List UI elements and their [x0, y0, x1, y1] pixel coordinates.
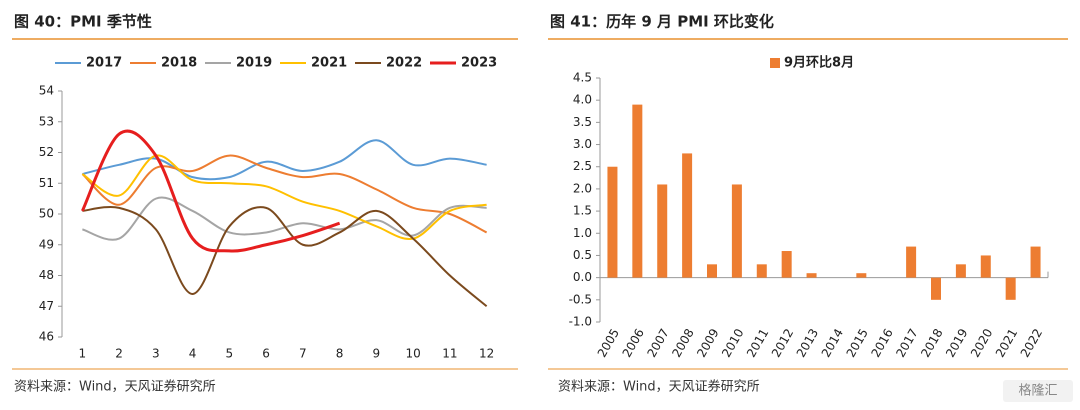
x-tick-label: 7 [299, 347, 307, 361]
bar [856, 273, 867, 278]
bar [806, 273, 817, 278]
series-line [82, 205, 488, 308]
bar [632, 104, 643, 278]
y-tick-label: 2.5 [573, 159, 592, 173]
series-line [81, 154, 487, 240]
y-tick-label: 50 [39, 207, 54, 221]
x-tick-label: 11 [442, 347, 457, 361]
y-tick-label: 3.5 [573, 115, 592, 129]
x-tick-label: 2018 [918, 326, 945, 359]
x-tick-label: 2012 [769, 326, 796, 359]
legend-label: 2019 [236, 56, 272, 71]
x-tick-label: 4 [189, 347, 197, 361]
y-tick-label: 4.0 [573, 93, 592, 107]
bar [906, 246, 917, 278]
watermark-box [1003, 380, 1073, 402]
y-tick-label: 49 [39, 237, 54, 251]
x-tick-label: 2014 [819, 326, 846, 359]
x-tick-label: 5 [226, 347, 234, 361]
x-tick-label: 2006 [620, 326, 647, 359]
y-tick-label: 54 [39, 84, 54, 98]
y-tick-label: 52 [39, 145, 54, 159]
x-tick-label: 2016 [868, 326, 895, 359]
legend-label: 2021 [311, 56, 347, 71]
x-tick-label: 8 [336, 347, 344, 361]
x-tick-label: 2013 [794, 326, 821, 359]
bar [657, 184, 668, 278]
y-tick-label: 0.5 [573, 248, 592, 262]
x-tick-label: 9 [373, 347, 381, 361]
bar [955, 264, 966, 278]
x-tick-label: 2022 [1018, 326, 1045, 359]
chart-title: 图 40：PMI 季节性 [14, 13, 152, 31]
x-tick-label: 3 [152, 347, 160, 361]
bar [980, 255, 991, 278]
x-tick-label: 6 [262, 347, 270, 361]
x-tick-label: 2015 [844, 326, 871, 359]
bar [731, 184, 742, 278]
legend-label: 2017 [86, 56, 122, 71]
y-tick-label: 53 [39, 114, 54, 128]
y-tick-label: 0.0 [573, 270, 592, 284]
bar [781, 251, 792, 278]
legend-label: 2023 [461, 56, 497, 71]
legend-label: 9月环比8月 [784, 55, 854, 71]
x-tick-label: 2 [115, 347, 123, 361]
x-tick-label: 2010 [719, 326, 746, 359]
x-tick-label: 2021 [993, 326, 1020, 359]
source: 资料来源：Wind，天风证券研究所 [558, 379, 760, 395]
x-tick-label: 1 [79, 347, 87, 361]
x-tick-label: 2009 [694, 326, 721, 359]
y-tick-label: 51 [39, 176, 54, 190]
watermark: 格隆汇 [1018, 383, 1057, 399]
x-tick-label: 2020 [968, 326, 995, 359]
series-line [82, 139, 487, 181]
y-tick-label: 3.0 [573, 137, 592, 151]
bar [1005, 277, 1016, 300]
bar [756, 264, 767, 278]
y-tick-label: -0.5 [569, 292, 592, 306]
y-tick-label: 1.5 [573, 204, 592, 218]
x-tick-label: 2007 [644, 326, 671, 359]
y-tick-label: 47 [39, 299, 54, 313]
x-tick-label: 2019 [943, 326, 970, 359]
y-tick-label: 46 [39, 330, 54, 344]
x-tick-label: 2017 [893, 326, 920, 359]
y-tick-label: 1.0 [573, 226, 592, 240]
x-tick-label: 2011 [744, 326, 771, 359]
bar [707, 264, 717, 278]
y-tick-label: 4.5 [573, 71, 592, 85]
x-tick-label: 12 [479, 347, 494, 361]
bar [607, 166, 618, 278]
y-tick-label: -1.0 [569, 315, 592, 329]
series-line [81, 154, 488, 234]
y-tick-label: 48 [39, 268, 54, 282]
source: 资料来源：Wind，天风证券研究所 [14, 379, 216, 395]
bar [1030, 246, 1041, 278]
x-tick-label: 2008 [669, 326, 696, 359]
bar [931, 277, 941, 300]
series-line [81, 129, 341, 253]
legend-label: 2018 [161, 56, 197, 71]
bar [682, 153, 693, 278]
legend-swatch [770, 58, 780, 68]
legend-label: 2022 [386, 56, 422, 71]
y-tick-label: 2.0 [573, 181, 592, 195]
x-tick-label: 10 [405, 347, 420, 361]
chart-title: 图 41：历年 9 月 PMI 环比变化 [550, 13, 774, 31]
x-tick-label: 2005 [595, 326, 622, 359]
